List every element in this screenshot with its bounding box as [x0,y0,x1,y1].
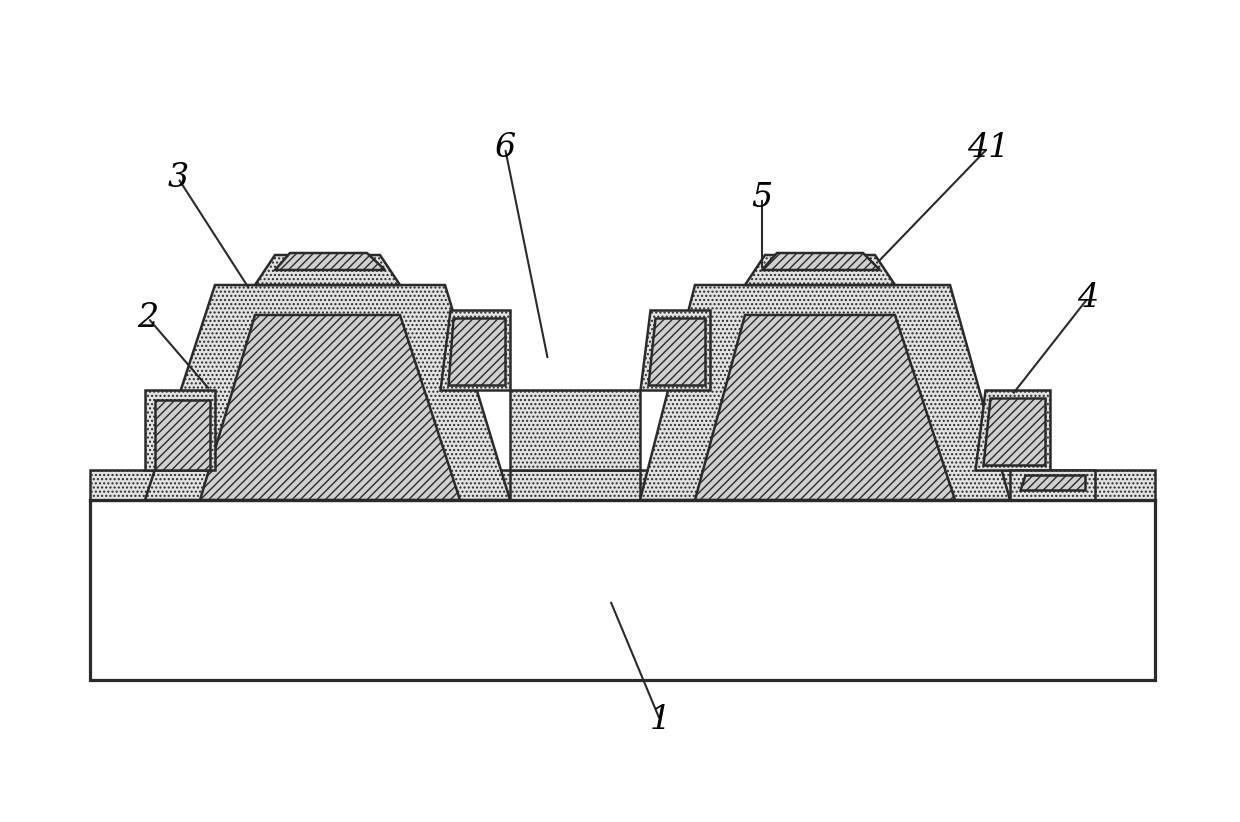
Polygon shape [975,390,1050,470]
Text: 4: 4 [1078,282,1099,314]
Polygon shape [745,255,895,285]
Polygon shape [983,398,1045,465]
Text: 1: 1 [650,704,671,736]
Polygon shape [155,400,210,470]
Polygon shape [145,390,215,470]
Polygon shape [763,253,880,270]
Polygon shape [448,318,505,385]
Text: 3: 3 [167,162,188,194]
Polygon shape [640,285,1011,500]
Polygon shape [91,470,1154,500]
Polygon shape [255,255,401,285]
Polygon shape [200,315,460,500]
Polygon shape [440,310,510,390]
Text: 5: 5 [751,182,773,214]
Polygon shape [640,310,711,390]
Text: 6: 6 [495,132,516,164]
Polygon shape [510,470,640,500]
Polygon shape [649,318,706,385]
Polygon shape [275,253,384,270]
Text: 2: 2 [138,302,159,334]
Polygon shape [145,285,510,500]
Polygon shape [1021,475,1085,490]
Polygon shape [1011,470,1095,500]
Text: 41: 41 [967,132,1009,164]
Polygon shape [510,390,640,470]
Polygon shape [694,315,955,500]
Polygon shape [91,500,1154,680]
